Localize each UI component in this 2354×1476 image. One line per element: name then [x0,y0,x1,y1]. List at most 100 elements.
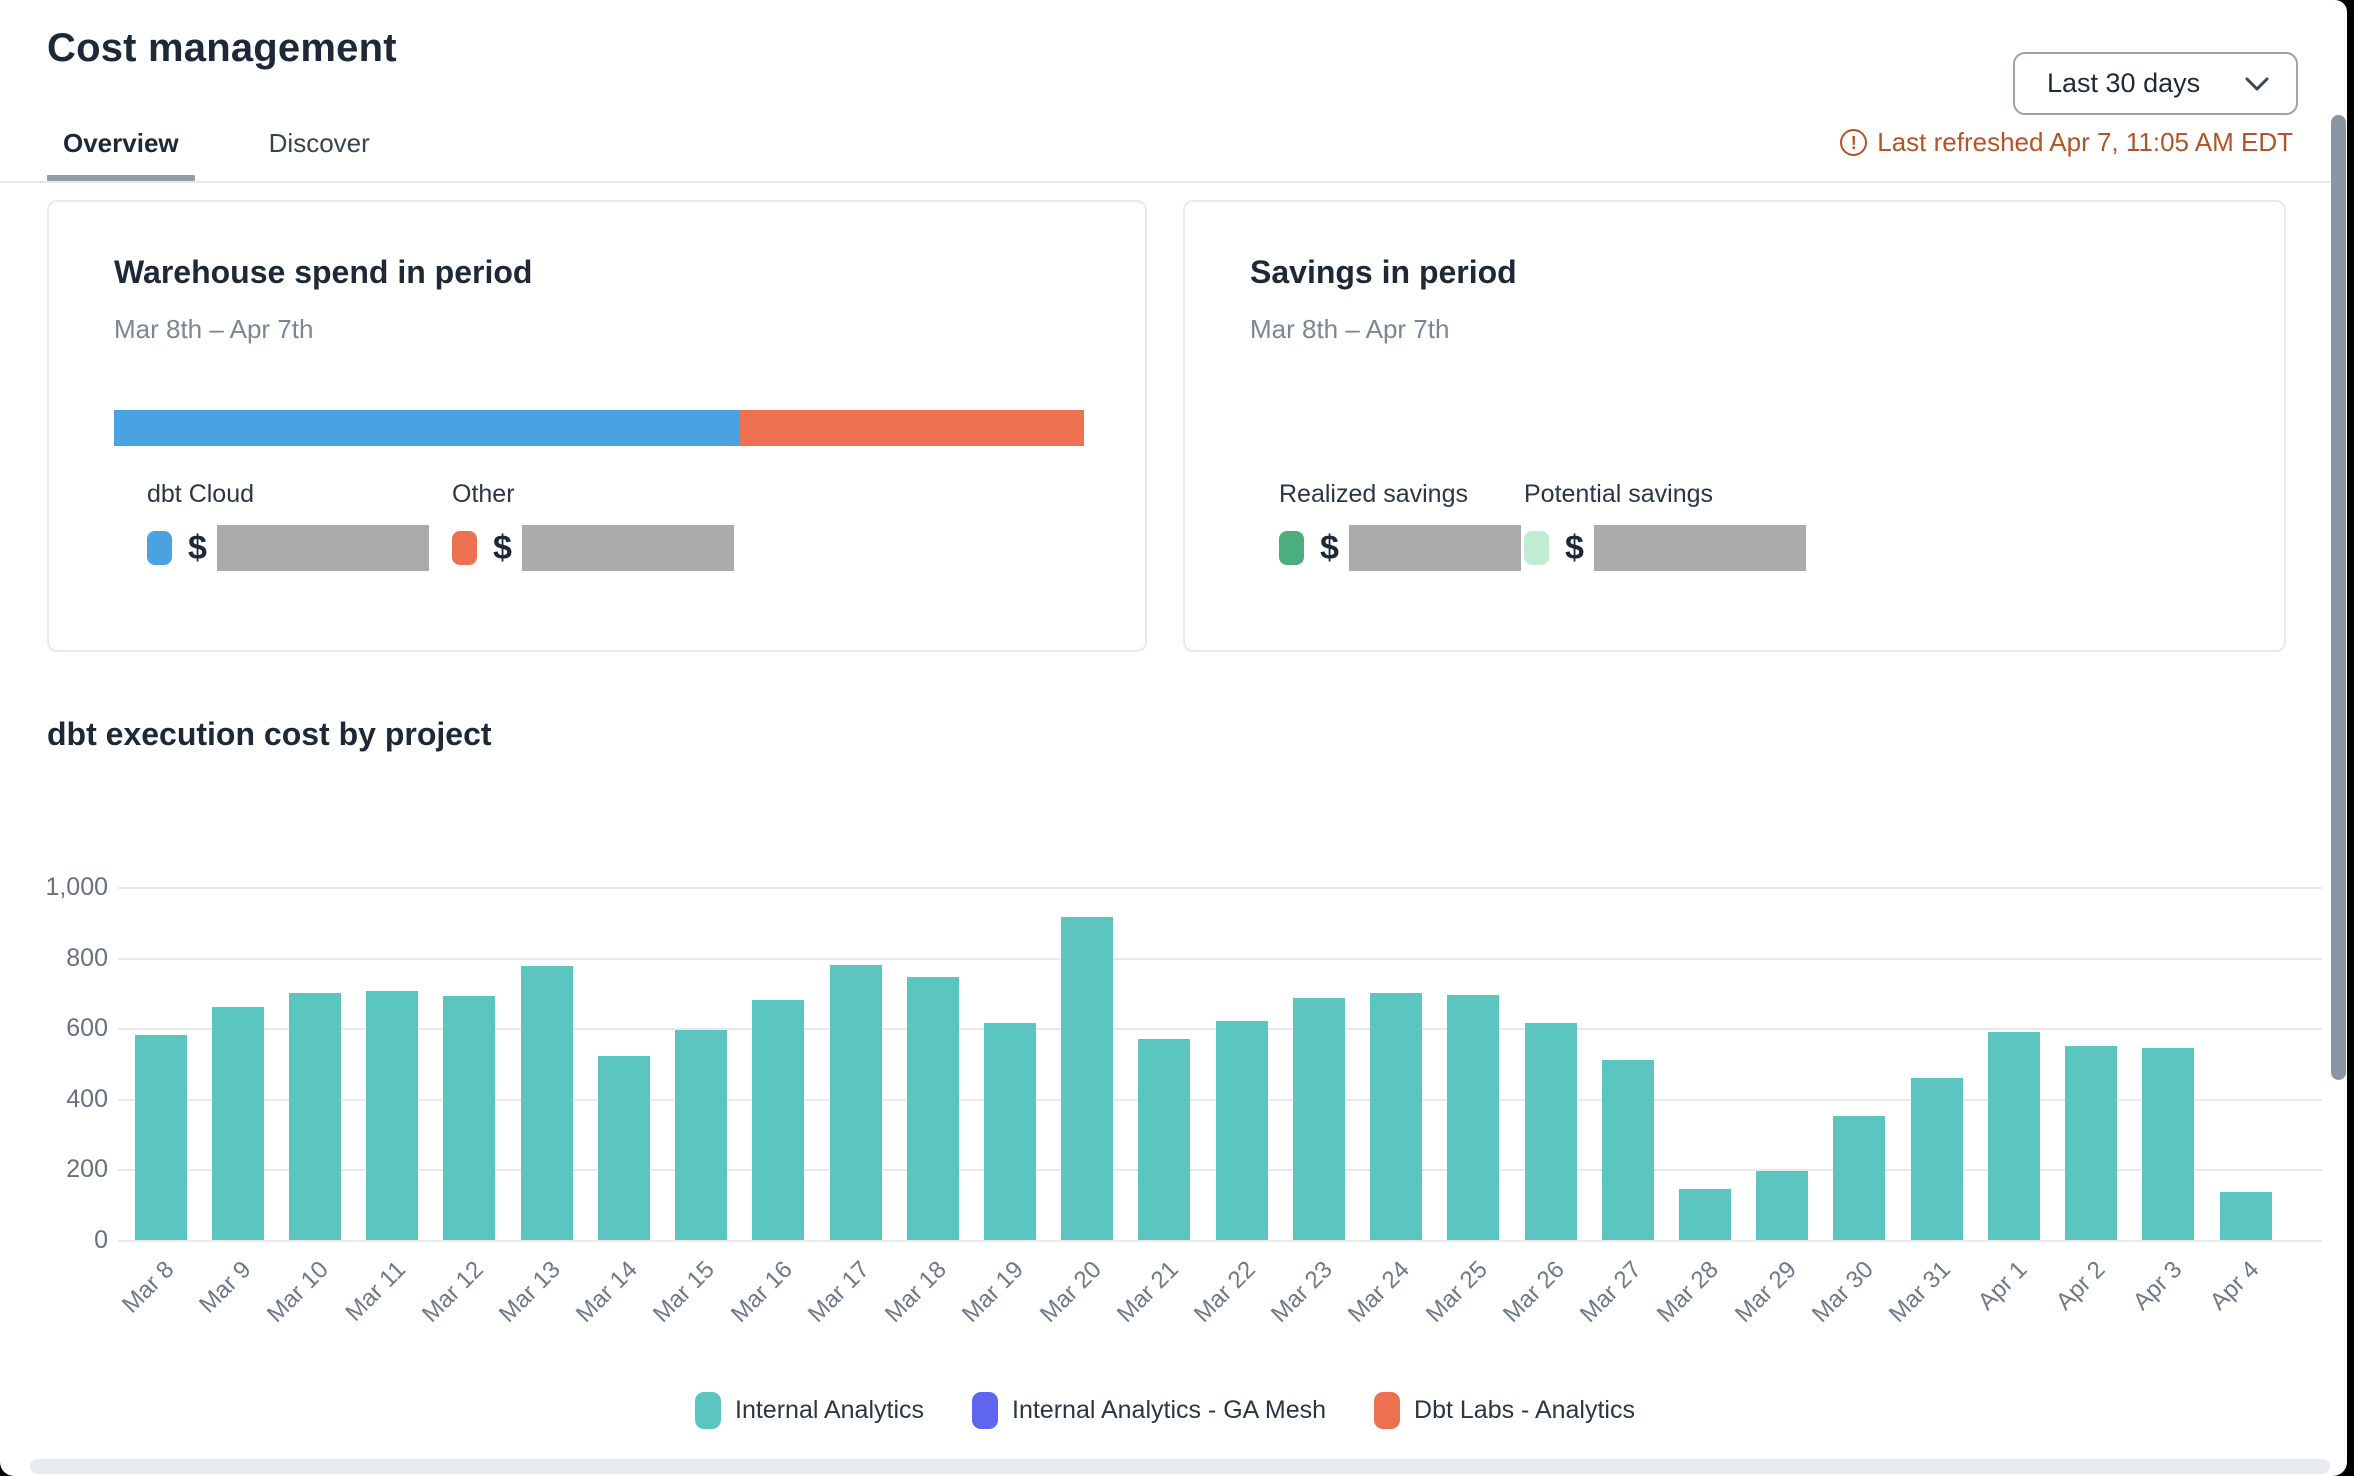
potential-savings-value-redacted [1593,525,1806,571]
y-tick-label: 600 [66,1014,108,1043]
bar-mar-28[interactable] [1678,1188,1731,1240]
dbt-cloud-value-redacted [216,525,429,571]
vertical-scrollbar[interactable] [2331,115,2346,1080]
legend-label: Internal Analytics - GA Mesh [1012,1396,1327,1424]
bar-mar-8[interactable] [134,1035,187,1240]
realized-savings-value-redacted [1348,525,1521,571]
realized-savings-label: Realized savings [1279,480,1468,508]
other-spend-group: Other $ [452,480,734,571]
other-swatch [452,531,477,565]
last-refreshed-status: ! Last refreshed Apr 7, 11:05 AM EDT [1840,127,2293,158]
bar-mar-18[interactable] [906,977,959,1240]
warehouse-spend-period: Mar 8th – Apr 7th [114,314,314,344]
bar-mar-11[interactable] [366,991,419,1240]
x-tick-label: Mar 30 [1806,1256,1879,1328]
bar-mar-17[interactable] [829,964,882,1240]
legend-item-internal-analytics-ga-mesh[interactable]: Internal Analytics - GA Mesh [972,1392,1326,1429]
bar-mar-10[interactable] [289,992,342,1240]
bar-apr-4[interactable] [2219,1192,2272,1240]
x-tick-label: Mar 8 [117,1256,180,1319]
y-tick-label: 0 [94,1226,108,1254]
bar-mar-13[interactable] [520,966,573,1240]
tab-bar: Overview Discover [47,128,386,181]
dbt-cloud-currency: $ [188,528,207,567]
other-label: Other [452,480,515,508]
bar-mar-22[interactable] [1215,1021,1268,1240]
bar-apr-3[interactable] [2142,1047,2195,1240]
date-range-dropdown[interactable]: Last 30 days [2013,52,2298,115]
legend-item-internal-analytics[interactable]: Internal Analytics [695,1392,924,1429]
chevron-down-icon [2245,77,2269,90]
realized-savings-swatch [1279,531,1304,565]
potential-savings-swatch [1524,531,1549,565]
bar-mar-12[interactable] [443,996,496,1240]
bar-mar-15[interactable] [675,1029,728,1240]
x-tick-label: Mar 9 [194,1256,257,1319]
x-tick-label: Apr 3 [2127,1256,2188,1316]
potential-savings-label: Potential savings [1524,480,1714,508]
bar-mar-23[interactable] [1292,998,1345,1240]
chart-band: Mar 11 [341,887,431,1327]
chart-band: Mar 26 [1498,887,1589,1328]
chart-band: Mar 19 [957,887,1048,1328]
bar-mar-20[interactable] [1061,917,1114,1240]
legend-label: Internal Analytics [735,1396,925,1424]
x-tick-label: Mar 27 [1574,1256,1647,1328]
tab-discover[interactable]: Discover [268,128,370,158]
bar-mar-26[interactable] [1524,1022,1577,1240]
x-tick-label: Apr 1 [1973,1256,2033,1316]
x-tick-label: Mar 24 [1343,1256,1416,1328]
bar-mar-24[interactable] [1370,992,1423,1240]
bar-mar-16[interactable] [752,999,805,1240]
warehouse-spend-card: Warehouse spend in period Mar 8th – Apr … [47,200,1147,652]
x-tick-label: Mar 14 [571,1256,644,1328]
realized-savings-group: Realized savings $ [1279,480,1521,571]
bar-mar-30[interactable] [1833,1116,1886,1240]
x-tick-label: Mar 17 [802,1256,875,1328]
gridline-800 [118,957,2322,960]
y-tick-label: 800 [66,943,108,972]
chart-band: Apr 1 [1973,887,2052,1316]
horizontal-scrollbar[interactable] [30,1459,2330,1474]
legend-item-dbt-labs-analytics[interactable]: Dbt Labs - Analytics [1374,1392,1635,1429]
tab-overview[interactable]: Overview [47,128,195,181]
chart-band: Mar 29 [1729,887,1821,1328]
x-tick-label: Mar 16 [725,1256,798,1328]
x-tick-label: Mar 31 [1883,1256,1956,1328]
x-tick-label: Mar 15 [648,1256,721,1328]
chart-band: Mar 10 [262,887,353,1328]
legend-swatch [972,1392,999,1429]
x-tick-label: Apr 2 [2050,1256,2111,1316]
x-tick-label: Mar 25 [1420,1256,1493,1328]
bar-mar-29[interactable] [1756,1171,1809,1240]
chart-band: Mar 23 [1266,887,1357,1328]
stacked-bar-dbt-cloud-segment[interactable] [114,410,740,446]
x-tick-label: Mar 26 [1497,1256,1570,1328]
bar-mar-25[interactable] [1447,994,1500,1240]
bar-mar-19[interactable] [984,1022,1037,1240]
x-tick-label: Mar 21 [1111,1256,1184,1328]
stacked-bar-other-segment[interactable] [739,410,1084,446]
dbt-cloud-label: dbt Cloud [147,480,255,508]
chart-band: Mar 9 [194,887,276,1318]
bar-mar-31[interactable] [1910,1077,1963,1240]
bar-mar-9[interactable] [211,1007,264,1240]
bar-mar-14[interactable] [597,1056,650,1240]
savings-period: Mar 8th – Apr 7th [1250,314,1450,344]
x-tick-label: Mar 23 [1266,1256,1338,1328]
savings-title: Savings in period [1250,254,1517,290]
dbt-cloud-swatch [147,531,172,565]
bar-apr-2[interactable] [2065,1045,2118,1240]
chart-band: Mar 8 [117,887,199,1318]
x-tick-label: Mar 28 [1652,1256,1725,1328]
bar-mar-27[interactable] [1601,1059,1654,1240]
y-tick-label: 400 [66,1084,108,1113]
chart-band: Mar 22 [1189,887,1280,1328]
page-title: Cost management [47,26,397,70]
bar-apr-1[interactable] [1987,1031,2040,1240]
warehouse-spend-title: Warehouse spend in period [114,254,533,290]
savings-card: Savings in period Mar 8th – Apr 7th Real… [1183,200,2286,652]
bar-mar-21[interactable] [1138,1038,1191,1240]
x-tick-label: Mar 13 [493,1256,566,1328]
x-tick-label: Apr 4 [2204,1256,2265,1316]
